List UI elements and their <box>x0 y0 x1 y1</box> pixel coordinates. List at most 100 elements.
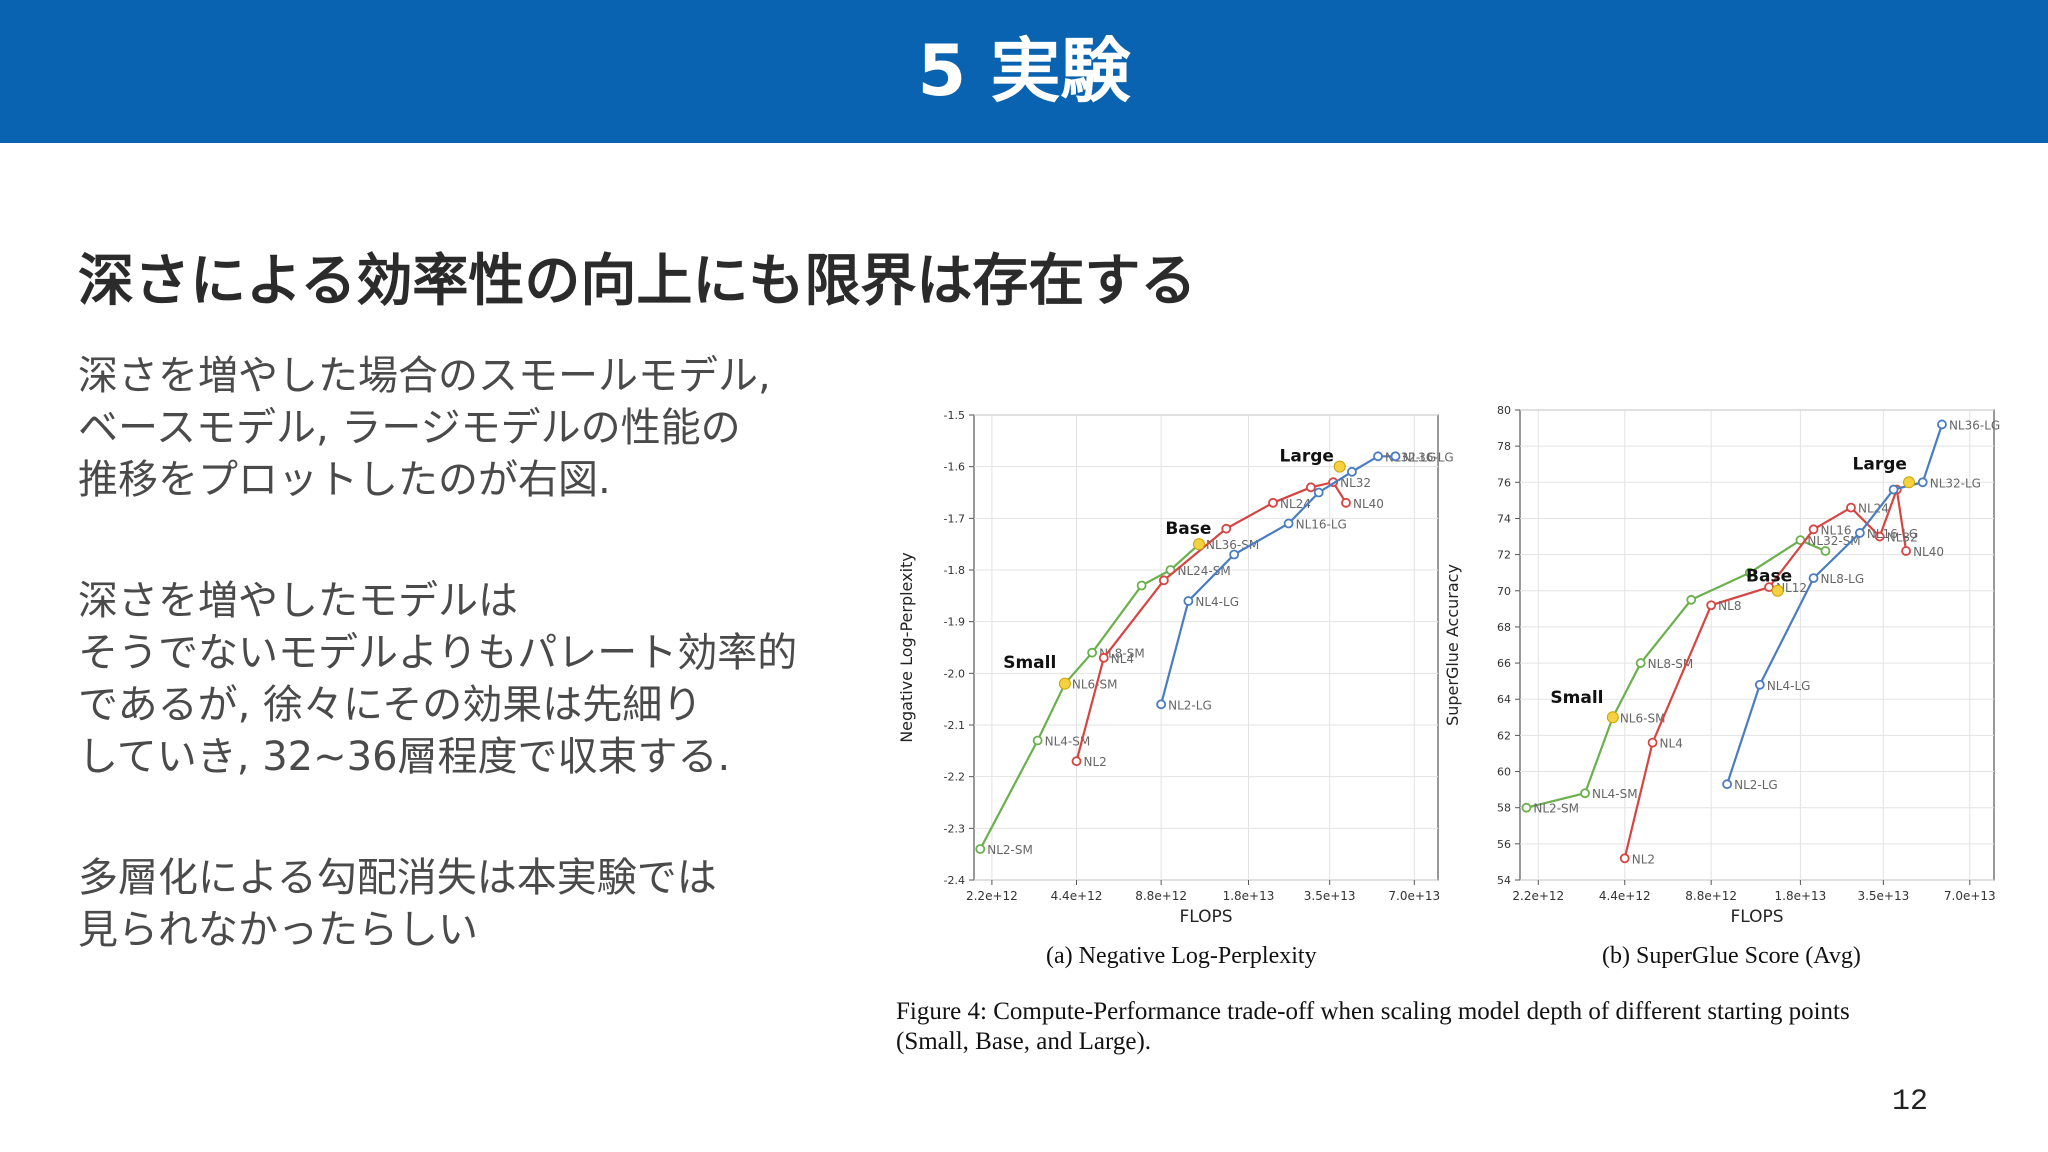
superglue-data-point <box>1647 737 1658 748</box>
superglue-point-label: NL40 <box>1913 545 1944 559</box>
superglue-data-point <box>1917 477 1928 488</box>
subplot-caption-a: (a) Negative Log-Perplexity <box>1046 943 1317 969</box>
superglue-data-point <box>1744 567 1755 578</box>
superglue-point-label: NL4-SM <box>1592 787 1638 801</box>
superglue-data-point <box>1722 779 1733 790</box>
ppl-y-tick-label: -2.4 <box>944 874 965 887</box>
ppl-x-tick-label: 3.5e+13 <box>1304 889 1356 903</box>
ppl-x-axis-label: FLOPS <box>1179 907 1232 927</box>
superglue-data-point <box>1820 546 1831 556</box>
ppl-data-point <box>1156 699 1167 710</box>
ppl-x-tick-label: 4.4e+12 <box>1051 889 1103 903</box>
ppl-y-axis-label: Negative Log-Perplexity <box>897 552 916 743</box>
ppl-point-label: NL16-LG <box>1296 518 1347 532</box>
superglue-point-label: NL2 <box>1632 852 1655 866</box>
ppl-plot-frame <box>973 414 1439 881</box>
ppl-data-point <box>1390 451 1401 462</box>
superglue-y-tick-label: 74 <box>1497 512 1511 525</box>
superglue-x-tick-label: 2.2e+12 <box>1512 889 1564 903</box>
figure-caption-line1: Figure 4: Compute-Performance trade-off … <box>896 998 1850 1025</box>
superglue-x-tick-label: 7.0e+13 <box>1944 889 1996 903</box>
superglue-series-line <box>1526 538 1826 809</box>
ppl-point-label: NL2 <box>1084 755 1107 769</box>
ppl-point-label: NL2-LG <box>1168 698 1212 712</box>
ppl-data-point <box>1136 580 1147 591</box>
superglue-y-tick-label: 54 <box>1497 874 1511 887</box>
ppl-data-point <box>1221 523 1232 534</box>
ppl-x-tick-label: 7.0e+13 <box>1388 889 1440 903</box>
superglue-y-tick-label: 76 <box>1497 476 1511 489</box>
ppl-start-marker <box>1333 460 1346 473</box>
ppl-x-tick-label: 1.8e+13 <box>1223 889 1275 903</box>
ppl-point-label: NL4 <box>1111 652 1134 666</box>
superglue-data-point <box>1854 528 1865 538</box>
paragraph-line: 見られなかったらしい <box>78 907 478 953</box>
superglue-x-tick-label: 8.8e+12 <box>1685 889 1737 903</box>
superglue-start-marker <box>1606 711 1619 724</box>
ppl-start-marker <box>1058 677 1071 690</box>
ppl-data-point <box>1373 451 1383 462</box>
superglue-point-label: NL32 <box>1887 531 1918 545</box>
superglue-y-tick-label: 62 <box>1497 729 1511 742</box>
superglue-data-point <box>1580 788 1590 799</box>
ppl-series-line <box>1160 455 1396 705</box>
paragraph-2: 深さを増やしたモデルは そうでないモデルよりもパレート効率的 であるが, 徐々に… <box>78 575 797 783</box>
paragraph-line: 深さを増やしたモデルは <box>78 578 518 624</box>
superglue-data-point <box>1888 484 1899 495</box>
superglue-point-label: NL32-LG <box>1930 476 1981 490</box>
paragraph-line: 多層化による勾配消失は本実験では <box>78 855 717 901</box>
ppl-data-point <box>1087 647 1098 658</box>
ppl-y-tick-label: -1.9 <box>944 616 965 629</box>
ppl-data-point <box>1283 518 1294 529</box>
ppl-y-tick-label: -2.3 <box>944 822 965 835</box>
ppl-x-tick-label: 8.8e+12 <box>1135 889 1187 903</box>
ppl-y-tick-label: -2.0 <box>944 667 965 680</box>
ppl-data-point <box>1183 596 1194 606</box>
paragraph-3: 多層化による勾配消失は本実験では 見られなかったらしい <box>78 852 717 956</box>
superglue-group-label: Base <box>1746 567 1792 587</box>
ppl-point-label: NL2-SM <box>987 843 1033 857</box>
ppl-y-tick-label: -1.6 <box>944 461 965 474</box>
ppl-data-point <box>1347 466 1357 477</box>
superglue-y-tick-label: 56 <box>1497 838 1511 851</box>
ppl-y-tick-label: -1.7 <box>944 512 965 525</box>
ppl-data-point <box>1098 652 1109 663</box>
superglue-point-label: NL12 <box>1776 581 1807 595</box>
superglue-y-tick-label: 72 <box>1497 549 1511 562</box>
superglue-point-label: NL4-LG <box>1767 679 1811 693</box>
superglue-data-point <box>1808 573 1819 584</box>
superglue-y-tick-label: 68 <box>1497 621 1511 634</box>
superglue-x-tick-label: 1.8e+13 <box>1775 889 1827 903</box>
superglue-y-tick-label: 66 <box>1497 657 1511 670</box>
ppl-point-label: NL4-SM <box>1045 735 1091 749</box>
ppl-point-label: NL24-SM <box>1177 564 1230 578</box>
ppl-point-label: NL32 <box>1340 476 1371 490</box>
ppl-data-point <box>975 844 986 854</box>
page-number: 12 <box>1891 1085 1928 1119</box>
superglue-point-label: NL16 <box>1821 523 1852 537</box>
paragraph-line: 深さを増やした場合のスモールモデル, <box>78 353 771 399</box>
superglue-point-label: NL16-LG <box>1867 527 1918 541</box>
ppl-data-point <box>1268 497 1278 508</box>
ppl-y-tick-label: -1.5 <box>944 409 965 422</box>
figure-caption-line2: (Small, Base, and Large). <box>896 1028 1152 1055</box>
superglue-data-point <box>1846 502 1856 513</box>
subplot-caption-b: (b) SuperGlue Score (Avg) <box>1602 943 1861 969</box>
ppl-data-point <box>1032 735 1043 746</box>
superglue-point-label: NL36-LG <box>1949 418 2000 432</box>
superglue-data-point <box>1706 600 1717 611</box>
ppl-point-label: NL6-SM <box>1072 678 1118 692</box>
superglue-start-marker <box>1771 584 1784 597</box>
superglue-y-tick-label: 70 <box>1497 585 1511 598</box>
ppl-x-tick-label: 2.2e+12 <box>966 889 1018 903</box>
paragraph-1: 深さを増やした場合のスモールモデル, ベースモデル, ラージモデルの性能の 推移… <box>78 350 771 506</box>
ppl-group-label: Base <box>1165 519 1211 539</box>
superglue-y-axis-label: SuperGlue Accuracy <box>1443 564 1462 726</box>
paragraph-line: ベースモデル, ラージモデルの性能の <box>78 405 741 451</box>
ppl-group-label: Small <box>1003 653 1056 673</box>
paragraph-line: 推移をプロットしたのが右図. <box>78 457 611 503</box>
slide-headline: 深さによる効率性の向上にも限界は存在する <box>78 249 1197 314</box>
ppl-y-tick-label: -1.8 <box>944 564 965 577</box>
superglue-y-tick-label: 80 <box>1497 404 1511 417</box>
ppl-point-label: NL36-LG <box>1402 450 1453 464</box>
